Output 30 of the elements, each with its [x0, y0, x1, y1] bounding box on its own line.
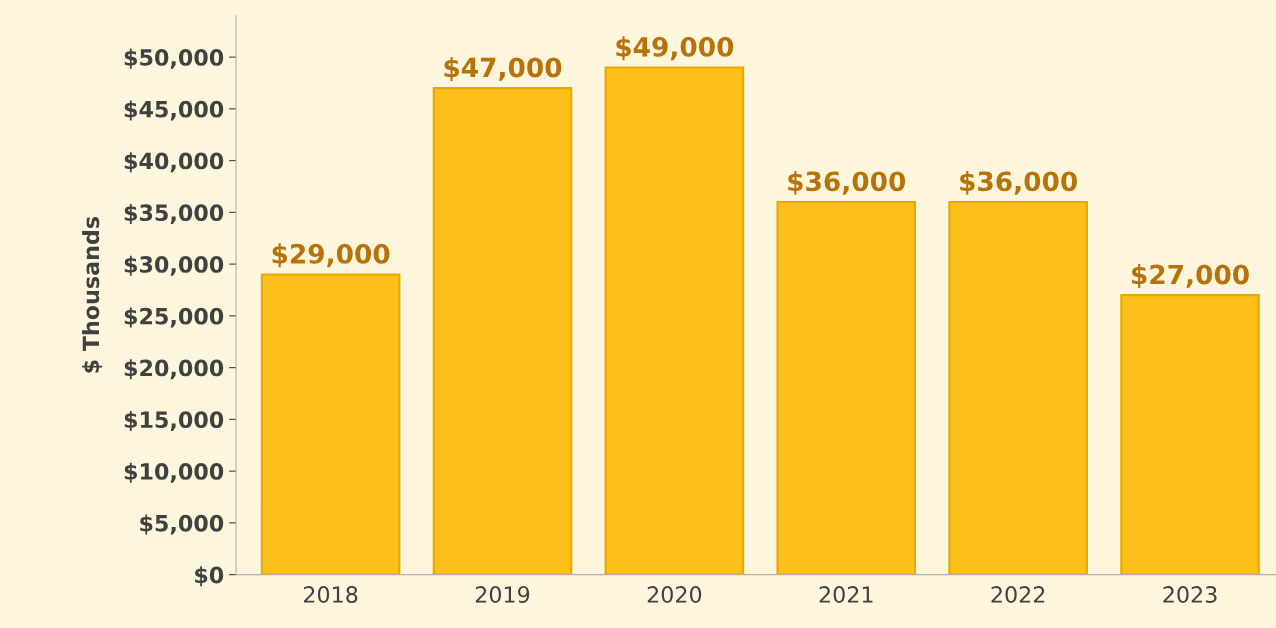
data-label: $49,000 — [616, 36, 734, 61]
data-label: $27,000 — [1132, 264, 1249, 288]
bar — [948, 200, 1088, 575]
y-tick-label: $50,000 — [124, 48, 224, 69]
y-tick-label: $45,000 — [124, 100, 224, 121]
data-label: $47,000 — [444, 57, 562, 81]
data-label: $29,000 — [272, 243, 390, 268]
bar — [1120, 294, 1260, 575]
x-tick-label: 2021 — [819, 586, 873, 603]
x-tick-label: 2020 — [647, 586, 702, 603]
y-tick-label: $40,000 — [124, 152, 224, 173]
x-tick-label: 2019 — [475, 586, 530, 603]
y-tick-label: $25,000 — [124, 307, 224, 328]
x-tick-label: 2022 — [991, 586, 1045, 603]
y-tick-label: $10,000 — [124, 462, 224, 483]
y-tick-label: $5,000 — [140, 514, 224, 535]
bar — [776, 200, 917, 575]
y-tick-label: $20,000 — [124, 359, 224, 380]
bar — [432, 87, 573, 575]
x-tick-label: 2023 — [1163, 586, 1217, 603]
data-label: $36,000 — [788, 170, 906, 195]
x-tick-label: 2018 — [303, 586, 358, 603]
data-label: $36,000 — [960, 170, 1077, 195]
y-tick-label: $30,000 — [124, 255, 224, 276]
y-tick-label: $35,000 — [124, 203, 224, 225]
y-tick-label: $0 — [195, 566, 224, 587]
y-tick-label: $15,000 — [124, 410, 224, 432]
y-axis-title: $ Thousands — [82, 216, 103, 373]
bar — [260, 273, 401, 575]
bar — [604, 66, 745, 575]
